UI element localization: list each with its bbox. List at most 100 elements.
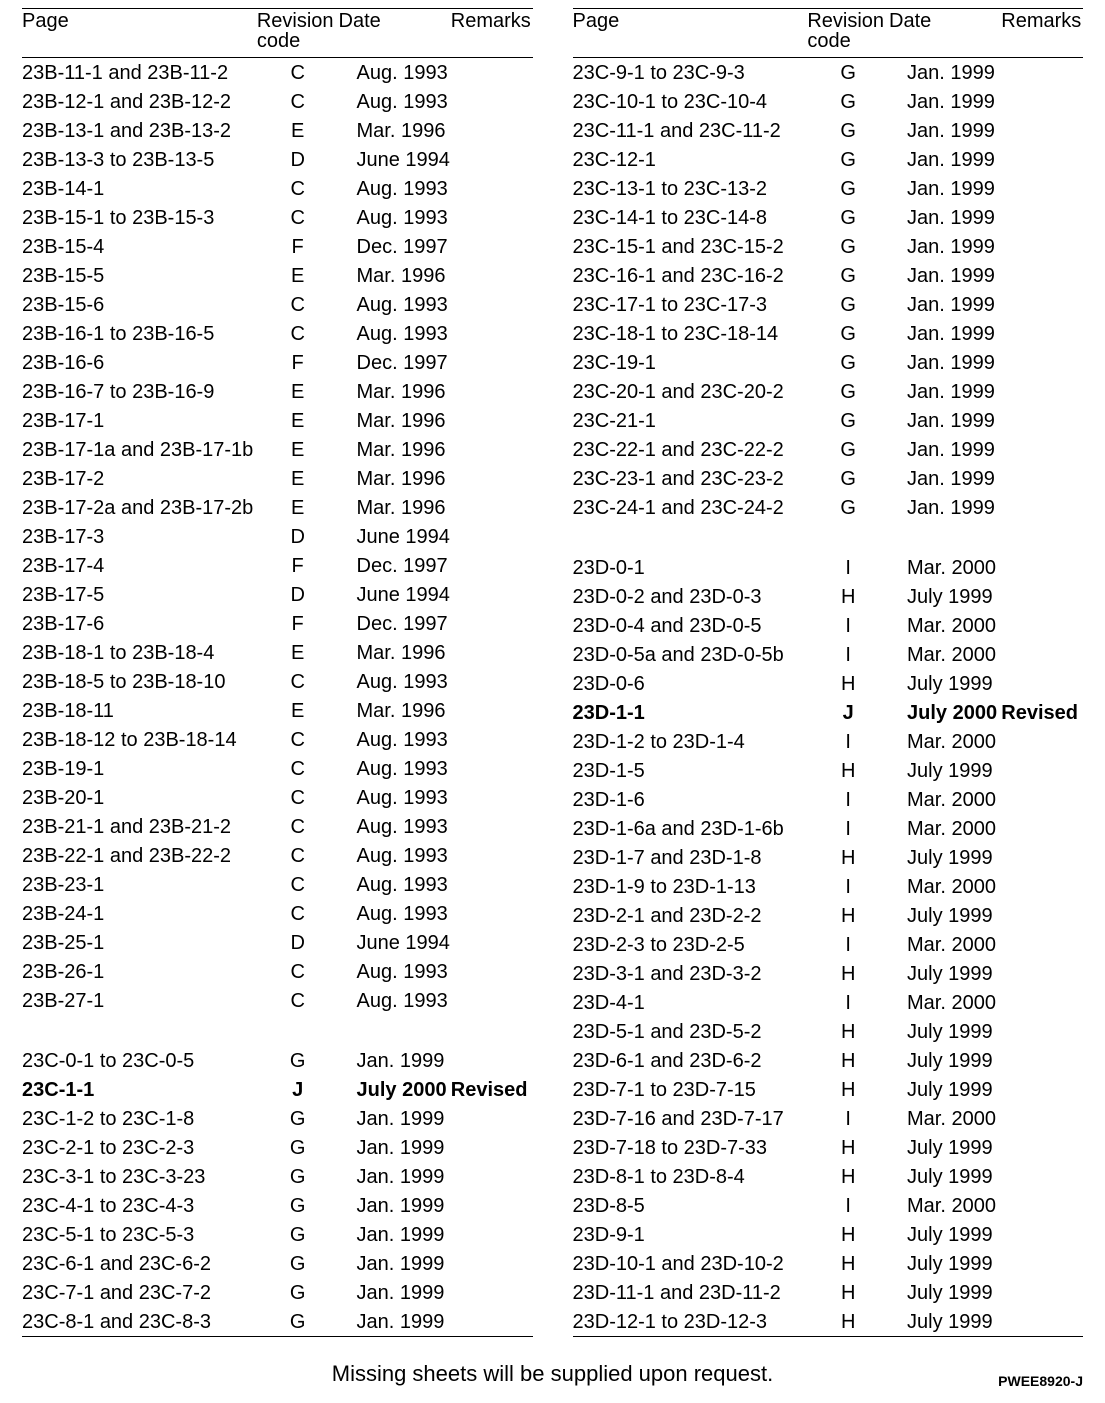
cell-date: Aug. 1993 [339, 986, 451, 1015]
cell-date: Mar. 1996 [339, 377, 451, 406]
table-row: 23B-16-1 to 23B-16-5CAug. 1993 [22, 319, 533, 348]
cell-remarks [1001, 1104, 1083, 1133]
cell-date: Mar. 1996 [339, 493, 451, 522]
cell-revision: E [257, 696, 339, 725]
cell-page: 23C-11-1 and 23C-11-2 [573, 116, 808, 145]
cell-revision: G [807, 232, 889, 261]
cell-page: 23B-23-1 [22, 870, 257, 899]
cell-remarks [1001, 988, 1083, 1017]
cell-page: 23B-20-1 [22, 783, 257, 812]
cell-date: Aug. 1993 [339, 87, 451, 116]
cell-remarks [451, 348, 533, 377]
cell-page: 23B-17-5 [22, 580, 257, 609]
table-row: 23D-12-1 to 23D-12-3HJuly 1999 [573, 1307, 1084, 1336]
footer-note: Missing sheets will be supplied upon req… [0, 1361, 1105, 1387]
cell-date: July 1999 [889, 756, 1001, 785]
cell-date: July 1999 [889, 1046, 1001, 1075]
table-row: 23C-16-1 and 23C-16-2GJan. 1999 [573, 261, 1084, 290]
cell-date: Mar. 2000 [889, 1191, 1001, 1220]
cell-revision: H [807, 1278, 889, 1307]
cell-date: July 1999 [889, 1017, 1001, 1046]
table-row: 23C-12-1GJan. 1999 [573, 145, 1084, 174]
cell-date: Aug. 1993 [339, 58, 451, 88]
cell-page: 23B-18-1 to 23B-18-4 [22, 638, 257, 667]
cell-revision: G [257, 1104, 339, 1133]
cell-revision: F [257, 609, 339, 638]
cell-date: Aug. 1993 [339, 957, 451, 986]
cell-page: 23B-16-7 to 23B-16-9 [22, 377, 257, 406]
cell-remarks [1001, 1249, 1083, 1278]
cell-page: 23B-17-3 [22, 522, 257, 551]
cell-remarks [1001, 1133, 1083, 1162]
cell-date: Mar. 2000 [889, 727, 1001, 756]
cell-page: 23D-1-5 [573, 756, 808, 785]
cell-revision: I [807, 727, 889, 756]
cell-page: 23D-1-1 [573, 698, 808, 727]
cell-remarks [1001, 377, 1083, 406]
cell-page: 23C-13-1 to 23C-13-2 [573, 174, 808, 203]
cell-page: 23C-14-1 to 23C-14-8 [573, 203, 808, 232]
cell-date: Jan. 1999 [889, 174, 1001, 203]
cell-page: 23B-16-1 to 23B-16-5 [22, 319, 257, 348]
cell-date: July 1999 [889, 669, 1001, 698]
cell-page: 23D-2-3 to 23D-2-5 [573, 930, 808, 959]
cell-revision: J [807, 698, 889, 727]
cell-remarks [1001, 1278, 1083, 1307]
cell-remarks [1001, 930, 1083, 959]
table-row: 23B-27-1CAug. 1993 [22, 986, 533, 1015]
cell-page: 23B-11-1 and 23B-11-2 [22, 58, 257, 88]
table-row: 23B-18-5 to 23B-18-10CAug. 1993 [22, 667, 533, 696]
table-row: 23C-18-1 to 23C-18-14GJan. 1999 [573, 319, 1084, 348]
cell-revision: C [257, 87, 339, 116]
cell-remarks [1001, 582, 1083, 611]
cell-page: 23B-17-4 [22, 551, 257, 580]
cell-remarks [451, 551, 533, 580]
cell-date: Jan. 1999 [889, 319, 1001, 348]
cell-date: Mar. 1996 [339, 406, 451, 435]
cell-page: 23D-5-1 and 23D-5-2 [573, 1017, 808, 1046]
cell-page: 23D-0-2 and 23D-0-3 [573, 582, 808, 611]
cell-date: Jan. 1999 [889, 406, 1001, 435]
cell-revision: C [257, 841, 339, 870]
cell-date: Mar. 2000 [889, 1104, 1001, 1133]
cell-remarks [1001, 669, 1083, 698]
table-row: 23C-22-1 and 23C-22-2GJan. 1999 [573, 435, 1084, 464]
cell-revision: G [257, 1162, 339, 1191]
cell-page: 23D-7-1 to 23D-7-15 [573, 1075, 808, 1104]
cell-date: Aug. 1993 [339, 203, 451, 232]
cell-revision: H [807, 582, 889, 611]
cell-page: 23C-8-1 and 23C-8-3 [22, 1307, 257, 1336]
cell-page: 23B-18-5 to 23B-18-10 [22, 667, 257, 696]
table-row: 23B-14-1CAug. 1993 [22, 174, 533, 203]
cell-revision: C [257, 957, 339, 986]
cell-page: 23D-7-16 and 23D-7-17 [573, 1104, 808, 1133]
cell-date: Mar. 2000 [889, 988, 1001, 1017]
table-row: 23D-1-2 to 23D-1-4IMar. 2000 [573, 727, 1084, 756]
cell-remarks [1001, 640, 1083, 669]
cell-revision: G [807, 464, 889, 493]
cell-page: 23B-17-6 [22, 609, 257, 638]
cell-date: Mar. 2000 [889, 814, 1001, 843]
cell-page: 23D-3-1 and 23D-3-2 [573, 959, 808, 988]
cell-page: 23C-10-1 to 23C-10-4 [573, 87, 808, 116]
cell-page: 23B-27-1 [22, 986, 257, 1015]
cell-remarks [451, 145, 533, 174]
cell-date: Dec. 1997 [339, 232, 451, 261]
cell-revision: H [807, 1162, 889, 1191]
table-row: 23D-1-6IMar. 2000 [573, 785, 1084, 814]
cell-remarks [451, 493, 533, 522]
cell-revision: G [807, 58, 889, 88]
cell-remarks [451, 174, 533, 203]
cell-remarks [451, 435, 533, 464]
cell-remarks [451, 783, 533, 812]
cell-remarks [451, 928, 533, 957]
cell-remarks [1001, 406, 1083, 435]
cell-page: 23C-3-1 to 23C-3-23 [22, 1162, 257, 1191]
cell-page: 23B-14-1 [22, 174, 257, 203]
cell-page: 23C-22-1 and 23C-22-2 [573, 435, 808, 464]
cell-page: 23B-15-5 [22, 261, 257, 290]
table-row: 23B-18-1 to 23B-18-4EMar. 1996 [22, 638, 533, 667]
cell-revision: E [257, 406, 339, 435]
table-row: 23B-17-6FDec. 1997 [22, 609, 533, 638]
cell-date: Dec. 1997 [339, 551, 451, 580]
